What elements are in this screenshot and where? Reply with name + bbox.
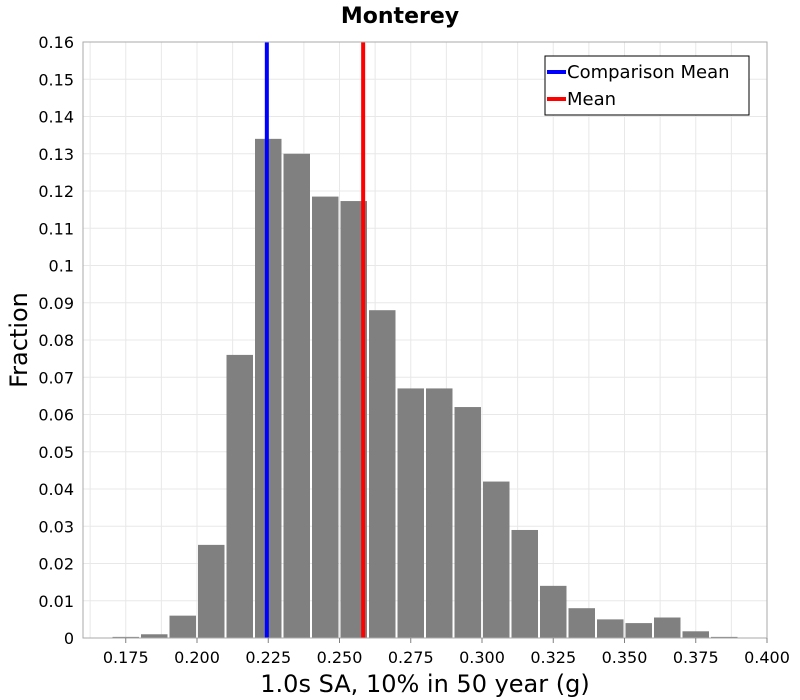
y-tick-label: 0.04 xyxy=(38,480,74,499)
grid-lines xyxy=(83,41,768,639)
legend-label-mean: Mean xyxy=(567,89,616,110)
legend: Comparison Mean Mean xyxy=(544,55,750,116)
y-tick-label: 0.07 xyxy=(38,368,74,387)
x-axis-label: 1.0s SA, 10% in 50 year (g) xyxy=(260,670,589,698)
histogram-bar xyxy=(483,481,510,638)
histogram-bar xyxy=(397,388,424,638)
histogram-bar xyxy=(682,631,709,638)
histogram-bar xyxy=(226,354,253,638)
y-axis-label: Fraction xyxy=(5,292,33,388)
histogram-bar xyxy=(597,619,624,638)
y-tick-label: 0.06 xyxy=(38,406,74,425)
y-tick-label: 0.01 xyxy=(38,592,74,611)
x-tick-label: 0.225 xyxy=(245,648,291,667)
histogram-bar xyxy=(540,585,567,638)
histogram-bar xyxy=(711,636,738,638)
y-tick-label: 0.05 xyxy=(38,443,74,462)
y-tick-label: 0.15 xyxy=(38,70,74,89)
histogram-bar xyxy=(568,608,595,638)
y-tick-label: 0.12 xyxy=(38,182,74,201)
histogram-bar xyxy=(454,407,481,638)
plot-area-border xyxy=(82,41,768,639)
y-axis-ticks: 0 0.01 0.02 0.03 0.04 0.05 0.06 0.07 0.08 0.09 0.1… xyxy=(38,33,74,648)
x-tick-label: 0.325 xyxy=(530,648,576,667)
histogram-bar xyxy=(625,623,652,638)
y-tick-label: 0.1 xyxy=(49,257,74,276)
histogram-bar xyxy=(169,615,196,638)
y-tick-label: 0.02 xyxy=(38,555,74,574)
x-tick-label: 0.175 xyxy=(103,648,149,667)
x-axis-ticks: 0.175 0.200 0.225 0.250 0.275 0.300 0.325 0.350… xyxy=(103,638,790,667)
y-tick-label: 0.03 xyxy=(38,517,74,536)
histogram-bar xyxy=(198,544,225,638)
histogram-bar xyxy=(426,388,453,638)
y-tick-label: 0.08 xyxy=(38,331,74,350)
legend-box xyxy=(544,55,750,116)
histogram-bar xyxy=(369,310,396,638)
x-tick-label: 0.200 xyxy=(174,648,220,667)
histogram-bar xyxy=(511,529,538,638)
legend-label-comparison-mean: Comparison Mean xyxy=(567,62,730,83)
histogram-bar xyxy=(112,636,139,638)
histogram-bar xyxy=(141,634,168,638)
x-tick-label: 0.375 xyxy=(673,648,719,667)
y-tick-label: 0.14 xyxy=(38,108,74,127)
y-tick-label: 0 xyxy=(64,629,74,648)
y-tick-label: 0.13 xyxy=(38,145,74,164)
y-tick-label: 0.09 xyxy=(38,294,74,313)
mean-lines xyxy=(264,42,366,638)
y-tick-label: 0.11 xyxy=(38,219,74,238)
x-tick-label: 0.350 xyxy=(602,648,648,667)
histogram-bar xyxy=(312,196,339,638)
x-tick-label: 0.400 xyxy=(744,648,790,667)
x-tick-label: 0.275 xyxy=(388,648,434,667)
y-tick-label: 0.16 xyxy=(38,33,74,52)
x-tick-label: 0.300 xyxy=(459,648,505,667)
x-tick-label: 0.250 xyxy=(317,648,363,667)
histogram-bar xyxy=(654,617,681,638)
histogram-bar xyxy=(283,153,310,638)
chart-title: Monterey xyxy=(341,4,459,29)
